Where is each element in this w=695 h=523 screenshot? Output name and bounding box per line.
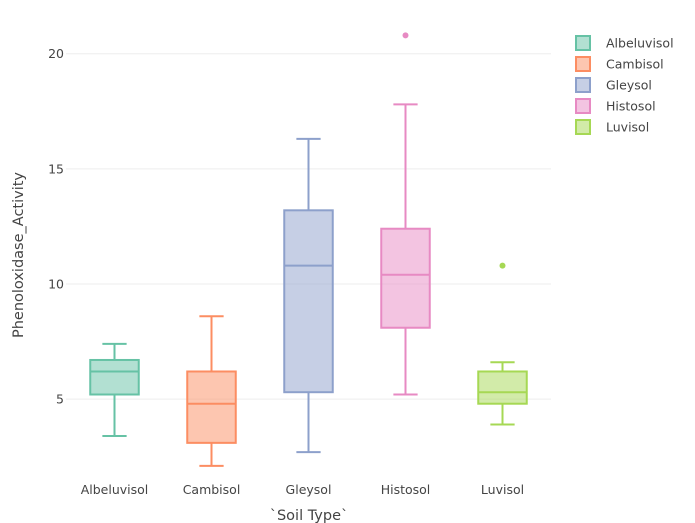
outlier-point	[499, 262, 506, 269]
legend-swatch	[575, 35, 591, 51]
legend-item-histosol[interactable]: Histosol	[575, 98, 656, 114]
legend-item-luvisol[interactable]: Luvisol	[575, 119, 649, 135]
box-luvisol[interactable]	[477, 262, 528, 426]
x-axis-ticks: Albeluvisol Cambisol Gleysol Histosol Luviso…	[81, 482, 524, 497]
x-tick-label: Gleysol	[286, 482, 332, 497]
y-tick-label: 15	[48, 161, 64, 176]
legend-label: Histosol	[606, 99, 656, 114]
legend-item-gleysol[interactable]: Gleysol	[575, 77, 652, 93]
x-tick-label: Luvisol	[481, 482, 524, 497]
legend-label: Cambisol	[606, 57, 664, 72]
box-cambisol[interactable]	[186, 315, 237, 467]
x-tick-label: Albeluvisol	[81, 482, 149, 497]
x-tick-label: Cambisol	[183, 482, 241, 497]
box-body	[283, 209, 334, 394]
box-body	[89, 358, 140, 396]
outlier-point	[402, 32, 409, 39]
legend-swatch	[575, 119, 591, 135]
y-tick-label: 10	[48, 276, 64, 291]
legend-swatch	[575, 77, 591, 93]
box-body	[477, 370, 528, 405]
y-axis-ticks: 5 10 15 20	[48, 46, 64, 406]
y-axis-title: Phenoloxidase_Activity	[11, 172, 27, 338]
box-body	[186, 370, 237, 444]
box-layer	[89, 32, 528, 467]
box-gleysol[interactable]	[283, 137, 334, 454]
legend-label: Luvisol	[606, 120, 649, 135]
legend-label: Albeluvisol	[606, 36, 674, 51]
box-histosol[interactable]	[380, 32, 431, 396]
box-body	[380, 227, 431, 329]
legend-item-albeluvisol[interactable]: Albeluvisol	[575, 35, 674, 51]
y-tick-label: 20	[48, 46, 64, 61]
legend-swatch	[575, 56, 591, 72]
x-axis-title: `Soil Type`	[270, 508, 349, 523]
legend-swatch	[575, 98, 591, 114]
y-tick-label: 5	[56, 392, 64, 407]
legend[interactable]: Albeluvisol Cambisol Gleysol Histosol Luviso…	[575, 35, 674, 135]
legend-label: Gleysol	[606, 78, 652, 93]
box-albeluvisol[interactable]	[89, 342, 140, 437]
legend-item-cambisol[interactable]: Cambisol	[575, 56, 664, 72]
x-tick-label: Histosol	[381, 482, 431, 497]
